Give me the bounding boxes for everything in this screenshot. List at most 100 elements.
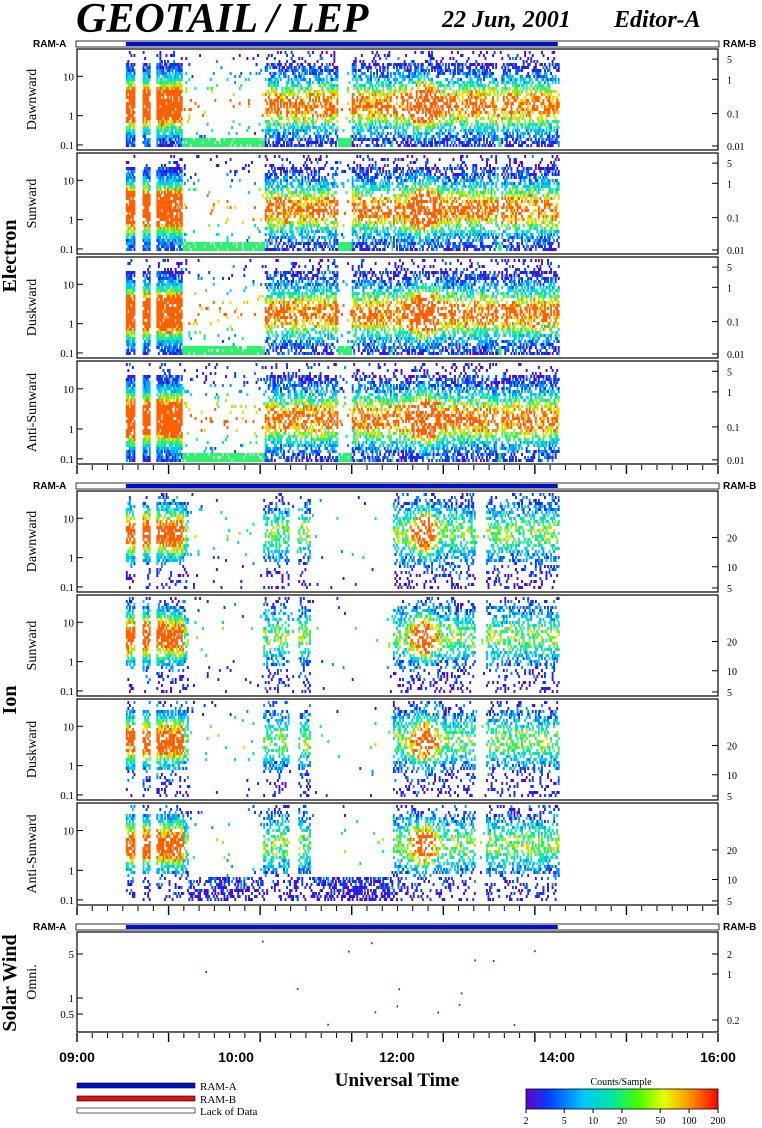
spectrogram-cell: [178, 135, 180, 138]
spectrogram-cell: [535, 63, 537, 66]
spectrogram-cell: [217, 224, 219, 227]
spectrogram-cell: [544, 69, 546, 72]
spectrogram-cell: [172, 182, 174, 185]
spectrogram-cell: [234, 173, 236, 176]
spectrogram-cell: [390, 87, 392, 90]
spectrogram-cell: [541, 144, 543, 147]
spectrogram-cell: [549, 66, 551, 69]
spectrogram-cell: [332, 126, 334, 129]
spectrogram-cell: [495, 78, 497, 81]
spectrogram-cell: [526, 87, 528, 90]
spectrogram-cell: [144, 57, 146, 60]
spectrogram-cell: [437, 105, 439, 108]
spectrogram-cell: [259, 188, 261, 191]
spectrogram-cell: [210, 78, 212, 81]
spectrogram-cell: [530, 117, 532, 120]
spectrogram-cell: [454, 63, 456, 66]
spectrogram-cell: [422, 81, 424, 84]
spectrogram-cell: [133, 227, 135, 230]
spectrogram-cell: [483, 138, 485, 141]
spectrogram-cell: [420, 105, 422, 108]
spectrogram-cell: [236, 170, 238, 173]
spectrogram-cell: [280, 105, 282, 108]
spectrogram-cell: [265, 191, 267, 194]
spectrogram-cell: [126, 185, 128, 188]
spectrogram-cell: [504, 108, 506, 111]
spectrogram-cell: [311, 144, 313, 147]
spectrogram-cell: [448, 66, 450, 69]
spectrogram-cell: [149, 75, 151, 78]
spectrogram-cell: [452, 120, 454, 123]
spectrogram-cell: [314, 132, 316, 135]
spectrogram-cell: [352, 117, 354, 120]
spectrogram-cell: [275, 90, 277, 93]
spectrogram-cell: [376, 129, 378, 132]
spectrogram-cell: [407, 108, 409, 111]
spectrogram-cell: [431, 141, 433, 144]
spectrogram-cell: [365, 126, 367, 129]
spectrogram-cell: [297, 126, 299, 129]
spectrogram-cell: [320, 102, 322, 105]
spectrogram-cell: [518, 117, 520, 120]
spectrogram-cell: [379, 96, 381, 99]
spectrogram-cell: [324, 117, 326, 120]
spectrogram-cell: [521, 90, 523, 93]
spectrogram-cell: [304, 60, 306, 63]
spectrogram-cell: [481, 105, 483, 108]
spectrogram-cell: [501, 120, 503, 123]
spectrogram-cell: [323, 93, 325, 96]
spectrogram-cell: [323, 114, 325, 117]
spectrogram-cell: [211, 242, 213, 245]
spectrogram-cell: [474, 84, 476, 87]
spectrogram-cell: [410, 66, 412, 69]
spectrogram-cell: [146, 120, 148, 123]
spectrogram-cell: [324, 126, 326, 129]
spectrogram-cell: [181, 200, 183, 203]
spectrogram-cell: [251, 161, 253, 164]
spectrogram-cell: [457, 96, 459, 99]
spectrogram-cell: [181, 90, 183, 93]
spectrogram-cell: [462, 54, 464, 57]
spectrogram-cell: [133, 144, 135, 147]
spectrogram-cell: [257, 227, 259, 230]
spectrogram-cell: [529, 114, 531, 117]
spectrogram-cell: [149, 72, 151, 75]
spectrogram-cell: [164, 132, 166, 135]
spectrogram-cell: [542, 54, 544, 57]
spectrogram-cell: [257, 144, 259, 147]
spectrogram-cell: [503, 93, 505, 96]
spectrogram-cell: [359, 105, 361, 108]
spectrogram-cell: [408, 144, 410, 147]
spectrogram-cell: [239, 87, 241, 90]
spectrogram-cell: [521, 123, 523, 126]
spectrogram-cell: [268, 206, 270, 209]
spectrogram-cell: [133, 93, 135, 96]
spectrogram-cell: [376, 75, 378, 78]
spectrogram-cell: [127, 60, 129, 63]
spectrogram-cell: [291, 114, 293, 117]
spectrogram-cell: [278, 203, 280, 206]
spectrogram-cell: [133, 111, 135, 114]
spectrogram-cell: [396, 78, 398, 81]
spectrogram-cell: [336, 102, 338, 105]
spectrogram-cell: [225, 248, 227, 251]
spectrogram-cell: [439, 132, 441, 135]
spectrogram-cell: [274, 170, 276, 173]
spectrogram-cell: [173, 108, 175, 111]
spectrogram-cell: [553, 126, 555, 129]
spectrogram-cell: [271, 167, 273, 170]
spectrogram-cell: [555, 78, 557, 81]
spectrogram-cell: [129, 197, 131, 200]
spectrogram-cell: [133, 230, 135, 233]
spectrogram-cell: [159, 54, 161, 57]
spectrogram-cell: [271, 78, 273, 81]
spectrogram-cell: [127, 212, 129, 215]
spectrogram-cell: [277, 227, 279, 230]
spectrogram-cell: [149, 120, 151, 123]
spectrogram-cell: [489, 123, 491, 126]
spectrogram-cell: [378, 54, 380, 57]
spectrogram-cell: [272, 203, 274, 206]
spectrogram-cell: [446, 78, 448, 81]
spectrogram-cell: [370, 108, 372, 111]
spectrogram-cell: [306, 93, 308, 96]
